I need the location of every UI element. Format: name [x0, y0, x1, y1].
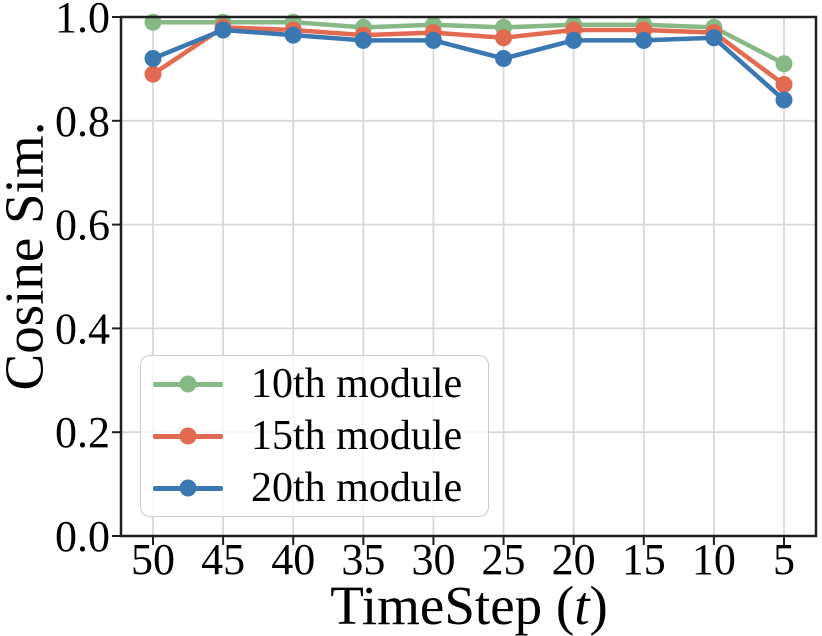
series-line-10th-module: [150, 19, 787, 66]
legend-label: 15th module: [251, 413, 463, 459]
data-point-20th-module: [705, 29, 723, 47]
legend-label: 20th module: [251, 465, 463, 511]
x-tick-label: 45: [201, 535, 245, 584]
axes-border: [119, 15, 818, 538]
series-line-20th-module: [150, 27, 787, 103]
data-point-15th-module: [495, 29, 513, 47]
data-point-20th-module: [775, 91, 793, 109]
y-tick-label: 0.2: [55, 408, 110, 457]
y-tick-label: 0.6: [55, 201, 110, 250]
legend-marker-dot-icon: [179, 427, 197, 445]
data-point-20th-module: [284, 26, 302, 44]
data-point-20th-module: [635, 31, 653, 49]
series-line-15th-module: [150, 25, 787, 87]
y-tick-label: 0.4: [55, 304, 110, 353]
x-tick-label: 35: [341, 535, 385, 584]
legend: 10th module 15th module 20th module: [140, 355, 489, 517]
x-tick-label: 10: [692, 535, 736, 584]
x-axis-label: TimeStep (t): [330, 578, 608, 633]
data-point-20th-module: [495, 50, 513, 68]
y-axis-label: Cosine Sim.: [0, 121, 55, 391]
data-point-20th-module: [565, 31, 583, 49]
data-point-15th-module: [144, 65, 162, 83]
x-tick-label: 30: [411, 535, 455, 584]
legend-item: 10th module: [153, 358, 488, 410]
legend-marker-dot-icon: [179, 375, 197, 393]
x-tick-label: 5: [773, 535, 795, 584]
x-tick-label: 25: [482, 535, 526, 584]
x-tick-label: 40: [271, 535, 315, 584]
x-axis-label-text: TimeStep (: [330, 575, 575, 636]
legend-line-marker: [153, 479, 223, 497]
x-tick-label: 15: [622, 535, 666, 584]
legend-line-marker: [153, 375, 223, 393]
legend-label: 10th module: [251, 361, 463, 407]
data-point-15th-module: [775, 75, 793, 93]
legend-item: 15th module: [153, 410, 488, 462]
data-point-10th-module: [775, 55, 793, 73]
x-axis-label-close: ): [589, 575, 608, 636]
y-tick-label: 1.0: [55, 0, 110, 42]
legend-line-marker: [153, 427, 223, 445]
y-tick-label: 0.0: [55, 512, 110, 561]
data-point-20th-module: [354, 31, 372, 49]
y-tick-label: 0.8: [55, 97, 110, 146]
legend-item: 20th module: [153, 462, 488, 514]
x-tick-label: 50: [131, 535, 175, 584]
data-point-20th-module: [214, 21, 232, 39]
legend-marker-dot-icon: [179, 479, 197, 497]
x-axis-label-variable: t: [574, 575, 590, 636]
data-point-20th-module: [424, 31, 442, 49]
data-point-20th-module: [144, 50, 162, 68]
x-tick-label: 20: [552, 535, 596, 584]
